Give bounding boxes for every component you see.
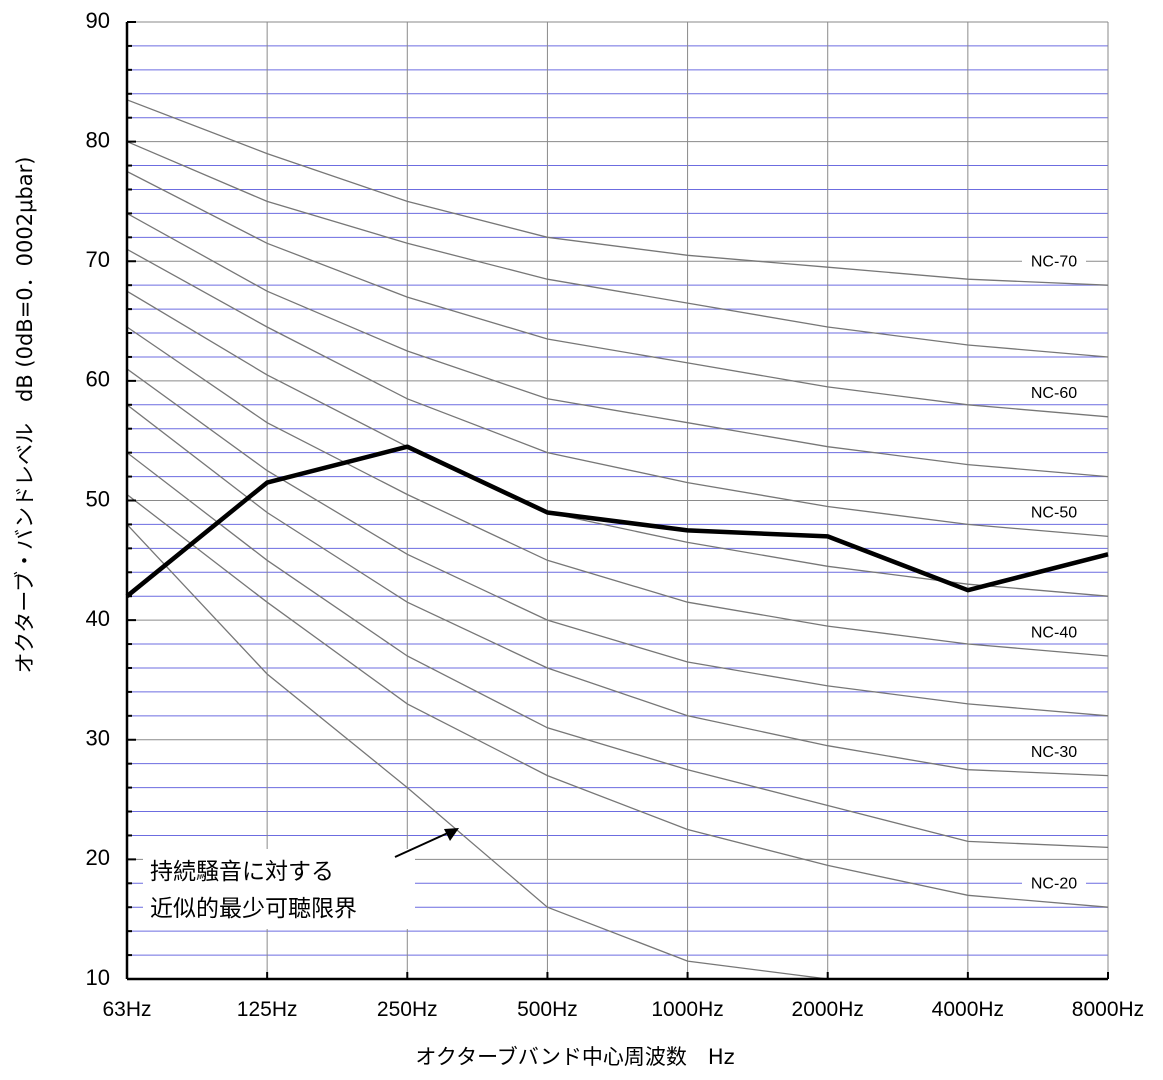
x-tick-label: 2000Hz — [792, 998, 864, 1021]
axes — [125, 21, 1109, 981]
x-tick-label: 4000Hz — [932, 998, 1004, 1021]
y-tick-label: 70 — [86, 247, 110, 272]
measured-series — [125, 444, 1109, 598]
nc-label-background — [1022, 872, 1086, 895]
nc-curve — [126, 212, 1109, 478]
nc-label-background — [1022, 501, 1086, 524]
x-tick-label: 125Hz — [237, 998, 298, 1021]
measured-line — [125, 444, 1109, 598]
nc-curve — [126, 99, 1109, 286]
nc-label-background — [1022, 621, 1086, 644]
major-grid — [127, 21, 1109, 979]
x-tick-label: 8000Hz — [1072, 998, 1144, 1021]
annotation-arrowhead — [444, 828, 459, 841]
y-tick-label: 20 — [86, 845, 110, 870]
x-tick-label: 63Hz — [102, 998, 151, 1021]
nc-label: NC-50 — [1031, 505, 1077, 522]
nc-label: NC-40 — [1031, 624, 1077, 641]
y-tick-label: 90 — [86, 8, 110, 33]
nc-label: NC-70 — [1031, 253, 1077, 270]
nc-curve — [126, 141, 1109, 358]
annotation-arrow-line — [394, 831, 451, 858]
nc-label-background — [1022, 740, 1086, 763]
nc-label-background — [1022, 250, 1086, 273]
nc-curve — [126, 368, 1109, 717]
x-tick-label: 250Hz — [377, 998, 438, 1021]
nc-label: NC-60 — [1031, 385, 1077, 402]
y-tick-label: 40 — [86, 606, 110, 631]
nc-curves — [126, 99, 1109, 908]
threshold-curve — [126, 523, 828, 980]
nc-curve — [126, 290, 1109, 597]
nc-labels: NC-70 NC-60 NC-50 NC-40 NC-30 NC-20 — [1022, 250, 1086, 895]
nc-label: NC-20 — [1031, 876, 1077, 893]
y-tick-label: 10 — [86, 965, 110, 990]
threshold-line — [126, 523, 828, 980]
nc-curve — [126, 404, 1109, 777]
y-axis-label: オクターブ・バンドレベル dB (0dB=0．0002μbar) — [13, 156, 37, 673]
x-axis-label: オクターブバンド中心周波数 Hz — [415, 1045, 734, 1069]
x-tick-label: 1000Hz — [651, 998, 723, 1021]
y-tick-label: 80 — [86, 127, 110, 152]
annotation-line-2: 近似的最少可聴限界 — [150, 896, 357, 922]
x-tick-label: 500Hz — [517, 998, 578, 1021]
nc-curve — [126, 248, 1109, 538]
minor-grid — [127, 45, 1108, 956]
y-tick-label: 60 — [86, 367, 110, 392]
y-tick-labels: 10 20 30 40 50 60 70 80 90 — [86, 8, 110, 990]
nc-label: NC-30 — [1031, 744, 1077, 761]
nc-curve — [126, 326, 1109, 657]
y-tick-label: 30 — [86, 726, 110, 751]
y-tick-label: 50 — [86, 486, 110, 511]
nc-curve — [126, 493, 1109, 908]
annotation-background — [143, 849, 415, 929]
annotation: 持続騒音に対する 近似的最少可聴限界 — [143, 828, 459, 929]
nc-label-background — [1022, 381, 1086, 404]
nc-curve — [126, 170, 1109, 418]
annotation-line-1: 持続騒音に対する — [150, 859, 334, 885]
x-tick-labels: 63Hz 125Hz 250Hz 500Hz 1000Hz 2000Hz 4000Hz 800… — [102, 998, 1144, 1021]
nc-curve — [126, 452, 1109, 849]
